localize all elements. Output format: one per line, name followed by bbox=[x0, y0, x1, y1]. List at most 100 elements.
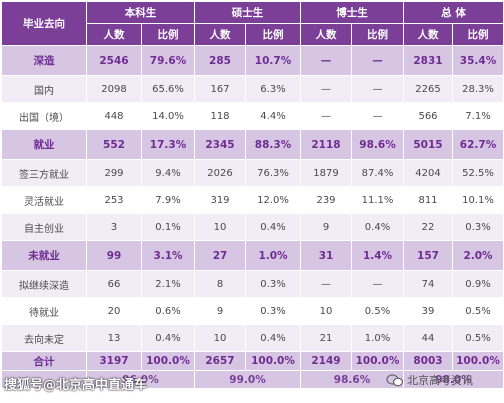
cell-ratio: 0.5% bbox=[452, 297, 504, 325]
cell-count: 2657 bbox=[194, 351, 246, 371]
cell-ratio: 11.1% bbox=[351, 186, 404, 214]
cell-ratio: 88.3% bbox=[245, 129, 301, 160]
cell-count: 8 bbox=[194, 270, 246, 298]
cell-count: 31 bbox=[300, 240, 352, 271]
cell-ratio: 10.1% bbox=[452, 186, 504, 214]
header-sub-count: 人数 bbox=[86, 23, 142, 46]
total-row: 合计 3197 100.0% 2657 100.0% 2149 100.0% 8003 100.… bbox=[1, 351, 504, 371]
cell-count: 2118 bbox=[300, 129, 352, 160]
header-row-sub: 人数 比例 人数 比例 人数 比例 人数 比例 bbox=[2, 23, 504, 46]
cell-ratio: 0.6% bbox=[141, 297, 195, 325]
cell-ratio: 6.3% bbox=[245, 75, 301, 103]
cell-count: 9 bbox=[300, 213, 352, 241]
cell-ratio: 0.9% bbox=[452, 270, 504, 298]
cell-ratio: 3.1% bbox=[141, 240, 195, 271]
cell-ratio: 0.3% bbox=[245, 270, 301, 298]
cell-count: 2026 bbox=[194, 159, 246, 187]
cell-count: 2345 bbox=[194, 129, 246, 160]
cell-count: — bbox=[300, 102, 352, 130]
row-label: 深造 bbox=[1, 45, 87, 76]
cell-ratio: 100.0% bbox=[351, 351, 404, 371]
cell-count: 5015 bbox=[403, 129, 453, 160]
cell-ratio: 100.0% bbox=[245, 351, 301, 371]
cell-ratio: 0.3% bbox=[452, 213, 504, 241]
table-row: 拟继续深造 66 2.1% 8 0.3% — —74 0.9% bbox=[1, 270, 504, 298]
row-label: 就业 bbox=[1, 129, 87, 160]
rate-cell: 98.0% bbox=[403, 370, 504, 389]
rate-row: 96.9% 99.0% 98.6% 98.0% bbox=[1, 370, 504, 389]
cell-ratio: — bbox=[351, 75, 404, 103]
cell-count: 3197 bbox=[86, 351, 142, 371]
category-row: 深造 2546 79.6% 285 10.7% — —2831 35.4% bbox=[1, 45, 504, 76]
header-corner: 毕业去向 bbox=[1, 1, 87, 46]
row-label: 签三方就业 bbox=[1, 159, 87, 187]
watermark-wechat: 北京高考资讯 bbox=[386, 372, 473, 388]
cell-ratio: 14.0% bbox=[141, 102, 195, 130]
cell-count: 13 bbox=[86, 324, 142, 352]
cell-ratio: 7.1% bbox=[452, 102, 504, 130]
cell-count: 20 bbox=[86, 297, 142, 325]
cell-ratio: — bbox=[351, 102, 404, 130]
row-label: 拟继续深造 bbox=[1, 270, 87, 298]
cell-count: 44 bbox=[403, 324, 453, 352]
table-row: 去向未定 13 0.4% 10 0.4% 21 1.0% 44 0.5% bbox=[1, 324, 504, 352]
table-row: 签三方就业 299 9.4% 2026 76.3% 1879 87.4% 4204 52.5% bbox=[1, 159, 504, 187]
cell-count: — bbox=[300, 75, 352, 103]
cell-count: 299 bbox=[86, 159, 142, 187]
cell-ratio: 0.4% bbox=[245, 213, 301, 241]
cell-count: 4204 bbox=[403, 159, 453, 187]
row-label: 国内 bbox=[1, 75, 87, 103]
cell-count: — bbox=[300, 270, 352, 298]
cell-count: 448 bbox=[86, 102, 142, 130]
rate-cell: 96.9% bbox=[86, 370, 195, 389]
cell-count: 167 bbox=[194, 75, 246, 103]
cell-ratio: 0.4% bbox=[245, 324, 301, 352]
row-label: 去向未定 bbox=[1, 324, 87, 352]
header-sub-count: 人数 bbox=[194, 23, 246, 46]
row-label: 待就业 bbox=[1, 297, 87, 325]
watermark-wechat-text: 北京高考资讯 bbox=[407, 374, 473, 387]
cell-ratio: 0.5% bbox=[351, 297, 404, 325]
cell-count: 285 bbox=[194, 45, 246, 76]
cell-ratio: 7.9% bbox=[141, 186, 195, 214]
cell-count: 811 bbox=[403, 186, 453, 214]
category-row: 就业 552 17.3% 2345 88.3% 2118 98.6% 5015 62.7% bbox=[1, 129, 504, 160]
row-label: 出国（境） bbox=[1, 102, 87, 130]
category-row: 未就业 99 3.1% 27 1.0% 31 1.4% 157 2.0% bbox=[1, 240, 504, 271]
cell-ratio: 79.6% bbox=[141, 45, 195, 76]
rate-cell: 98.6% bbox=[300, 370, 404, 389]
cell-count: — bbox=[300, 45, 352, 76]
cell-ratio: 2.0% bbox=[452, 240, 504, 271]
header-sub-count: 人数 bbox=[300, 23, 352, 46]
cell-count: 319 bbox=[194, 186, 246, 214]
cell-ratio: — bbox=[351, 270, 404, 298]
cell-ratio: 12.0% bbox=[245, 186, 301, 214]
cell-ratio: 2.1% bbox=[141, 270, 195, 298]
cell-count: 66 bbox=[86, 270, 142, 298]
wechat-icon bbox=[386, 373, 404, 386]
table-row: 出国（境） 448 14.0% 118 4.4% — —566 7.1% bbox=[1, 102, 504, 130]
cell-ratio: 87.4% bbox=[351, 159, 404, 187]
cell-count: 1879 bbox=[300, 159, 352, 187]
cell-ratio: 1.0% bbox=[245, 240, 301, 271]
header-group-master: 硕士生 bbox=[194, 1, 301, 24]
header-sub-ratio: 比例 bbox=[452, 23, 504, 46]
header-group-overall: 总 体 bbox=[403, 1, 504, 24]
cell-ratio: 0.4% bbox=[141, 324, 195, 352]
cell-count: 8003 bbox=[403, 351, 453, 371]
graduation-destination-table: 毕业去向 本科生 硕士生 博士生 总 体 人数 比例 人数 比例 人数 比例 人… bbox=[1, 1, 504, 389]
table-row: 自主创业 3 0.1% 10 0.4% 9 0.4% 22 0.3% bbox=[1, 213, 504, 241]
cell-ratio: 76.3% bbox=[245, 159, 301, 187]
cell-ratio: 0.1% bbox=[141, 213, 195, 241]
cell-ratio: 0.3% bbox=[245, 297, 301, 325]
cell-count: 2149 bbox=[300, 351, 352, 371]
rate-cell: 99.0% bbox=[194, 370, 301, 389]
cell-count: 566 bbox=[403, 102, 453, 130]
cell-ratio: 1.0% bbox=[351, 324, 404, 352]
row-label: 自主创业 bbox=[1, 213, 87, 241]
cell-count: 2831 bbox=[403, 45, 453, 76]
cell-ratio: 65.6% bbox=[141, 75, 195, 103]
cell-ratio: 35.4% bbox=[452, 45, 504, 76]
cell-count: 253 bbox=[86, 186, 142, 214]
header-row-groups: 毕业去向 本科生 硕士生 博士生 总 体 bbox=[1, 1, 504, 46]
